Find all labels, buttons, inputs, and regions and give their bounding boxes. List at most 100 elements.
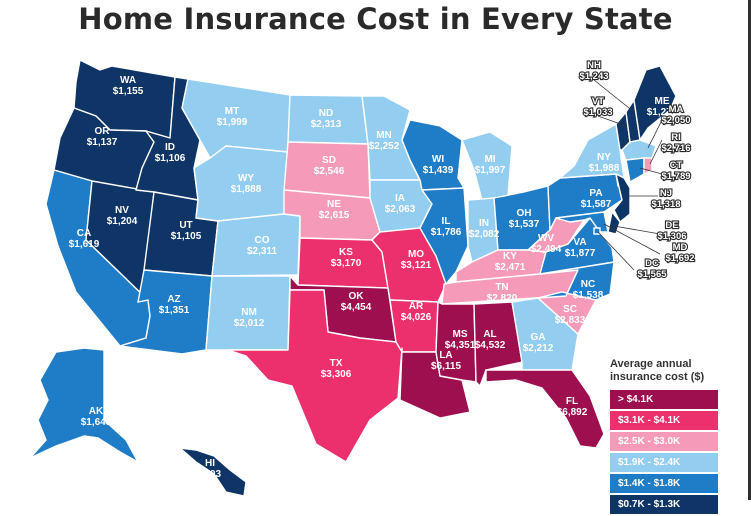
state-abbr-co: CO (255, 235, 270, 246)
state-value-mn: $2,252 (369, 141, 400, 152)
state-value-nj: $1,318 (651, 199, 680, 210)
state-value-pa: $1,587 (581, 199, 612, 210)
state-abbr-sd: SD (322, 155, 336, 166)
state-abbr-ks: KS (339, 247, 353, 258)
state-value-va: $1,877 (565, 248, 596, 259)
state-value-ne: $2,615 (319, 210, 350, 221)
state-value-dc: $1,565 (637, 269, 667, 280)
legend-item: > $4.1K (610, 390, 718, 409)
state-value-nm: $2,012 (234, 318, 265, 329)
legend-title: Average annual insurance cost ($) (610, 358, 718, 384)
state-abbr-va: VA (573, 237, 586, 248)
state-shape-me (633, 65, 677, 141)
state-abbr-nm: NM (241, 307, 257, 318)
state-value-wi: $1,439 (423, 165, 454, 176)
state-abbr-tn: TN (495, 282, 508, 293)
state-shape-ri (643, 157, 653, 175)
state-value-hi: $703 (199, 469, 222, 480)
state-value-ms: $4,351 (445, 340, 476, 351)
state-value-wv: $2,494 (531, 244, 562, 255)
state-value-mo: $3,121 (401, 260, 432, 271)
state-abbr-nc: NC (581, 279, 595, 290)
state-abbr-ca: CA (77, 228, 91, 239)
state-value-il: $1,786 (431, 227, 462, 238)
legend-title-line2: insurance cost ($) (610, 371, 705, 383)
state-value-ga: $2,212 (523, 343, 554, 354)
state-value-ca: $1,619 (69, 239, 100, 250)
legend-title-line1: Average annual (610, 358, 692, 370)
state-abbr-nv: NV (115, 205, 129, 216)
state-value-vt: $1,033 (583, 107, 612, 118)
state-abbr-mo: MO (408, 249, 424, 260)
us-map: WA$1,155 OR$1,137 CA$1,619 ID$1,106 NV$1,204… (29, 59, 696, 497)
state-abbr-ak: AK (89, 406, 104, 417)
state-abbr-nh: NH (587, 60, 601, 71)
state-abbr-az: AZ (167, 294, 180, 305)
state-value-al: $4,532 (475, 340, 506, 351)
state-value-wa: $1,155 (113, 86, 144, 97)
state-abbr-de: DE (665, 220, 678, 231)
frame-edge (748, 0, 751, 500)
state-value-ar: $4,026 (401, 312, 432, 323)
state-abbr-or: OR (95, 126, 111, 137)
state-abbr-ma: MA (669, 104, 684, 115)
state-abbr-in: IN (479, 218, 489, 229)
state-abbr-mn: MN (376, 130, 392, 141)
state-abbr-nj: NJ (660, 188, 672, 199)
state-value-ny: $1,988 (589, 163, 620, 174)
state-value-id: $1,106 (155, 153, 186, 164)
state-value-nc: $1,538 (573, 290, 604, 301)
state-abbr-ny: NY (597, 152, 611, 163)
state-value-az: $1,351 (159, 305, 190, 316)
state-value-ct: $1,789 (661, 171, 690, 182)
state-value-md: $1,692 (665, 253, 694, 264)
state-abbr-nd: ND (319, 108, 333, 119)
state-abbr-ia: IA (395, 193, 405, 204)
state-value-ks: $3,170 (331, 258, 362, 269)
state-value-sc: $2,833 (555, 315, 586, 326)
state-abbr-me: ME (655, 96, 670, 107)
state-shape-fl (485, 369, 605, 449)
state-abbr-ms: MS (453, 329, 468, 340)
state-abbr-oh: OH (517, 208, 532, 219)
state-abbr-wa: WA (120, 75, 136, 86)
legend-item: $0.7K - $1.3K (610, 495, 718, 514)
legend-item: $3.1K - $4.1K (610, 411, 718, 430)
state-abbr-pa: PA (589, 188, 602, 199)
state-value-ri: $2,716 (661, 143, 690, 154)
state-value-tx: $3,306 (321, 369, 352, 380)
state-abbr-ri: RI (671, 132, 681, 143)
state-shape-nj (613, 173, 631, 223)
state-value-co: $2,311 (247, 246, 277, 257)
state-abbr-md: MD (673, 242, 688, 253)
state-labels: WA$1,155 OR$1,137 CA$1,619 ID$1,106 NV$1,204… (69, 59, 696, 480)
state-value-wy: $1,888 (231, 184, 262, 195)
legend-item: $1.4K - $1.8K (610, 474, 718, 493)
state-value-or: $1,137 (87, 137, 118, 148)
state-abbr-ne: NE (327, 199, 341, 210)
state-shape-de (607, 211, 621, 235)
state-value-tn: $2,820 (487, 293, 518, 304)
state-value-oh: $1,537 (509, 219, 540, 230)
state-abbr-fl: FL (566, 396, 578, 407)
state-value-ak: $1,643 (81, 417, 112, 428)
state-shape-ak (29, 347, 139, 463)
state-value-in: $2,082 (469, 229, 500, 240)
state-value-mt: $1,999 (217, 117, 248, 128)
state-abbr-wy: WY (238, 173, 254, 184)
state-abbr-ga: GA (531, 332, 546, 343)
map-title: Home Insurance Cost in Every State (78, 2, 673, 36)
state-value-me: $1,276 (647, 107, 678, 118)
state-abbr-dc: DC (645, 258, 659, 269)
state-abbr-la: LA (439, 350, 452, 361)
state-abbr-wi: WI (432, 154, 444, 165)
state-value-de: $1,306 (657, 231, 686, 242)
state-value-ky: $2,471 (495, 262, 526, 273)
leader-lines (593, 79, 663, 271)
legend-item: $2.5K - $3.0K (610, 432, 718, 451)
state-abbr-vt: VT (592, 96, 604, 107)
state-shape-tx (227, 289, 403, 463)
state-shape-md (555, 211, 609, 233)
state-value-mi: $1,997 (475, 165, 506, 176)
state-abbr-ar: AR (409, 301, 424, 312)
